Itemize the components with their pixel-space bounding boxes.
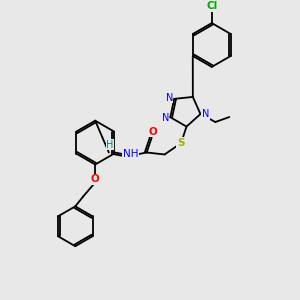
- Text: S: S: [177, 137, 184, 148]
- Text: N: N: [202, 109, 209, 119]
- Text: Cl: Cl: [206, 1, 218, 11]
- Text: N: N: [162, 113, 169, 123]
- Text: NH: NH: [123, 149, 139, 160]
- Text: H: H: [106, 140, 113, 149]
- Text: O: O: [91, 175, 100, 184]
- Text: N: N: [166, 93, 173, 103]
- Text: O: O: [148, 127, 157, 136]
